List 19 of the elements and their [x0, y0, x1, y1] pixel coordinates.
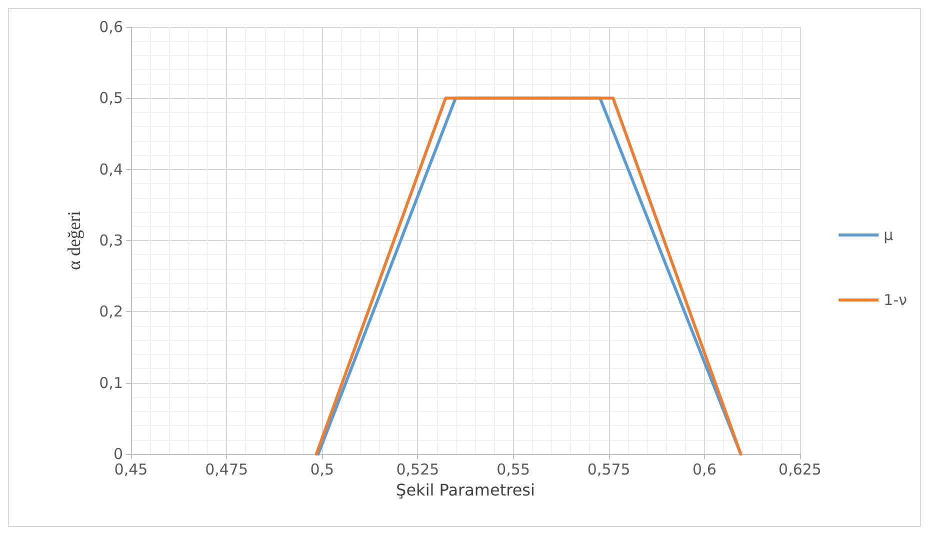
y-tick-label: 0,5 [99, 89, 123, 108]
y-tick-label: 0,1 [99, 374, 123, 392]
x-axis-title: Şekil Parametresi [396, 480, 535, 500]
legend-label: μ [884, 226, 894, 244]
x-tick-label: 0,525 [396, 460, 440, 478]
x-tick-label: 0,55 [496, 460, 530, 478]
y-tick-label: 0,2 [99, 302, 123, 321]
y-axis-title: α değeri [64, 211, 84, 270]
x-tick-label: 0,6 [692, 460, 716, 478]
y-tick-label: 0,6 [99, 18, 123, 36]
x-tick-label: 0,625 [778, 460, 822, 478]
legend-label: 1-ν [884, 291, 908, 309]
x-tick-label: 0,5 [310, 460, 334, 478]
x-tick-label: 0,575 [587, 460, 630, 478]
y-tick-label: 0,3 [99, 232, 123, 250]
y-tick-label: 0,4 [99, 160, 123, 178]
y-tick-label: 0 [113, 445, 123, 463]
x-tick-label: 0,475 [205, 460, 248, 478]
x-tick-label: 0,45 [114, 460, 148, 478]
